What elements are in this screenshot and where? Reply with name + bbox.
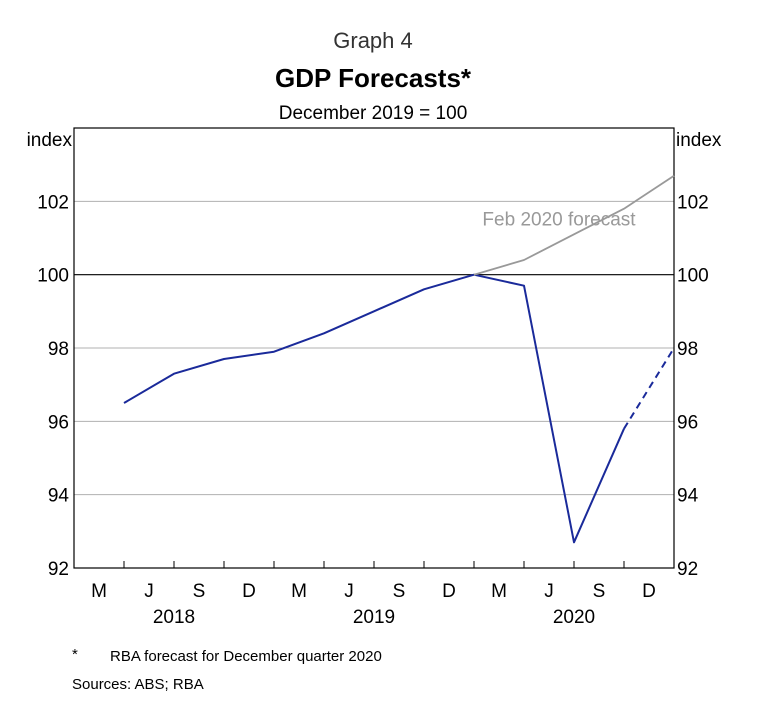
y-tick-label-right-98: 98 bbox=[677, 339, 698, 360]
x-tick-label-1: J bbox=[144, 581, 154, 602]
y-axis-label-right: index bbox=[676, 130, 722, 151]
series-line-rba-forecast bbox=[623, 347, 675, 430]
x-tick-label-11: D bbox=[642, 581, 656, 602]
y-tick-label-right-100: 100 bbox=[677, 266, 709, 287]
y-tick-label-left-92: 92 bbox=[48, 559, 69, 580]
series-layer: Feb 2020 forecast bbox=[123, 174, 675, 544]
y-tick-label-right-96: 96 bbox=[677, 412, 698, 433]
y-tick-label-left-96: 96 bbox=[48, 412, 69, 433]
annotation-feb-2020-forecast: Feb 2020 forecast bbox=[482, 210, 636, 231]
year-label-2018: 2018 bbox=[153, 607, 195, 628]
y-tick-label-left-102: 102 bbox=[37, 192, 69, 213]
y-tick-label-left-94: 94 bbox=[48, 486, 70, 507]
x-tick-label-4: M bbox=[291, 581, 307, 602]
year-label-2019: 2019 bbox=[353, 607, 395, 628]
sources-note: Sources: ABS; RBA bbox=[72, 676, 204, 693]
graph-number: Graph 4 bbox=[333, 28, 413, 53]
gdp-forecasts-chart: Graph 4 GDP Forecasts* December 2019 = 1… bbox=[27, 28, 722, 628]
y-tick-label-left-98: 98 bbox=[48, 339, 69, 360]
gridlines bbox=[74, 200, 674, 496]
y-tick-label-left-100: 100 bbox=[37, 266, 69, 287]
chart-subtitle: December 2019 = 100 bbox=[279, 103, 468, 124]
x-tick-label-10: S bbox=[593, 581, 606, 602]
year-label-2020: 2020 bbox=[553, 607, 595, 628]
y-axis-label-left: index bbox=[27, 130, 73, 151]
y-tick-label-right-102: 102 bbox=[677, 192, 709, 213]
x-tick-label-6: S bbox=[393, 581, 406, 602]
y-tick-label-right-92: 92 bbox=[677, 559, 698, 580]
x-tick-label-7: D bbox=[442, 581, 456, 602]
series-line-gdp-actual-and-rba-forecast- bbox=[123, 273, 625, 544]
tick-layer: 92 92 94 94 96 96 98 98 100 100 102 102 M J S D M J S D M J S D… bbox=[37, 192, 708, 628]
x-tick-label-2: S bbox=[193, 581, 206, 602]
x-tick-label-3: D bbox=[242, 581, 256, 602]
x-tick-label-9: J bbox=[544, 581, 554, 602]
y-tick-label-right-94: 94 bbox=[677, 486, 699, 507]
x-tick-label-0: M bbox=[91, 581, 107, 602]
chart-title: GDP Forecasts* bbox=[275, 63, 472, 93]
x-tick-label-8: M bbox=[491, 581, 507, 602]
footnote-text: RBA forecast for December quarter 2020 bbox=[110, 648, 382, 665]
footnote-marker: * bbox=[72, 646, 78, 663]
x-tick-label-5: J bbox=[344, 581, 354, 602]
